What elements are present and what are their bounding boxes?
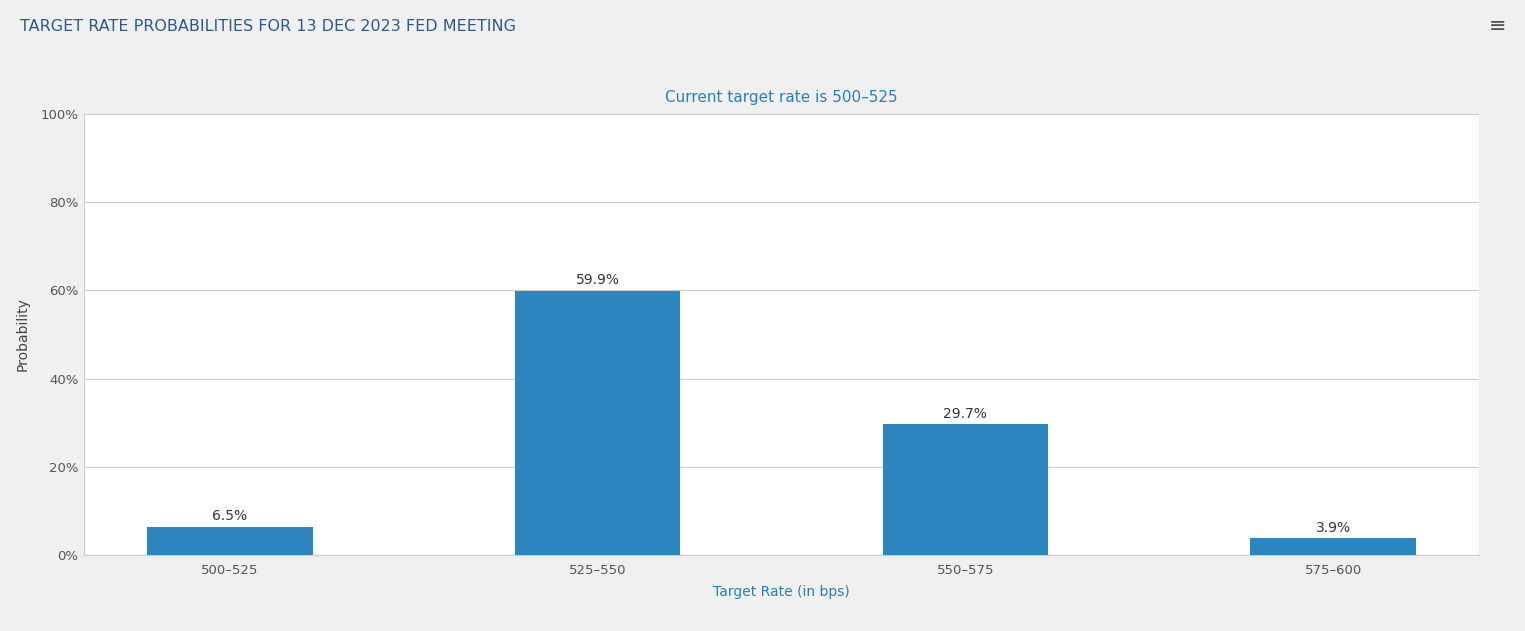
- Text: 3.9%: 3.9%: [1316, 521, 1351, 534]
- Bar: [883, 424, 1048, 555]
- Bar: [515, 291, 680, 555]
- Text: ≡: ≡: [1490, 16, 1507, 36]
- Y-axis label: Probability: Probability: [15, 297, 29, 372]
- X-axis label: Target Rate (in bps): Target Rate (in bps): [714, 585, 849, 599]
- Title: Current target rate is 500–525: Current target rate is 500–525: [665, 90, 898, 105]
- Text: 59.9%: 59.9%: [576, 273, 619, 287]
- Bar: [1250, 538, 1415, 555]
- Bar: [148, 526, 313, 555]
- Text: TARGET RATE PROBABILITIES FOR 13 DEC 2023 FED MEETING: TARGET RATE PROBABILITIES FOR 13 DEC 202…: [20, 19, 515, 34]
- Text: 29.7%: 29.7%: [944, 406, 987, 420]
- Text: 6.5%: 6.5%: [212, 509, 247, 523]
